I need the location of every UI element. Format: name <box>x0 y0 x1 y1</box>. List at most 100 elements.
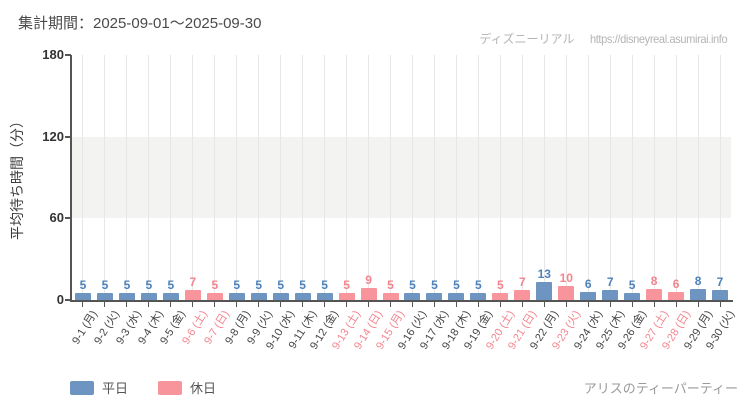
bar-value-label: 6 <box>672 276 680 291</box>
x-axis-tick <box>236 302 238 307</box>
x-axis-tick <box>214 302 216 307</box>
bar-value-label: 5 <box>123 278 131 293</box>
gridline <box>368 55 370 300</box>
gridline <box>433 55 435 300</box>
watermark-url-link[interactable]: https://disneyreal.asumirai.info <box>589 32 728 46</box>
gridline <box>126 55 128 300</box>
bar-9-12 (金) <box>316 293 333 300</box>
gridline <box>258 55 260 300</box>
bar-9-18 (木) <box>448 293 465 300</box>
shaded-band <box>72 136 731 219</box>
bar-value-label: 7 <box>189 275 197 290</box>
y-axis-title: 平均待ち時間（分） <box>9 114 25 240</box>
bar-9-29 (月) <box>690 289 707 300</box>
y-axis-tick-label: 0 <box>56 292 64 307</box>
x-axis-tick <box>280 302 282 307</box>
gridline <box>236 55 238 300</box>
bar-9-14 (日) <box>360 287 377 300</box>
gridline <box>697 55 699 300</box>
bar-value-label: 8 <box>650 274 658 289</box>
x-axis-line <box>70 300 733 302</box>
y-axis-tick <box>65 135 71 138</box>
bar-value-label: 5 <box>233 278 241 293</box>
gridline <box>543 55 545 300</box>
legend-swatch-weekday <box>70 380 94 395</box>
bar-value-label: 5 <box>167 278 175 293</box>
bar-value-label: 5 <box>453 278 460 293</box>
x-axis-tick <box>104 302 106 307</box>
bar-9-30 (火) <box>712 290 729 300</box>
gridline <box>82 55 84 300</box>
bar-9-26 (金) <box>624 293 641 300</box>
x-axis-tick <box>609 302 611 307</box>
legend-item-holiday[interactable]: 休日 <box>158 378 216 397</box>
bar-9-10 (水) <box>272 293 289 300</box>
x-axis-tick <box>455 302 457 307</box>
bar-value-label: 5 <box>145 278 153 293</box>
bar-9-8 (月) <box>228 293 245 300</box>
gridline <box>565 55 567 300</box>
x-axis-tick <box>433 302 435 307</box>
y-axis-line <box>70 55 72 302</box>
x-axis-tick <box>368 302 370 307</box>
bar-value-label: 5 <box>387 278 394 293</box>
bar-9-4 (木) <box>140 293 157 300</box>
report-period-title: 集計期間：2025-09-01～2025-09-30 <box>18 15 262 32</box>
bar-9-5 (金) <box>162 293 179 300</box>
x-axis-tick <box>258 302 260 307</box>
x-axis-tick <box>587 302 589 307</box>
gridline <box>302 55 304 300</box>
gridline <box>631 55 633 300</box>
bar-9-9 (火) <box>250 293 267 300</box>
bar-value-label: 7 <box>716 275 724 290</box>
bar-value-label: 5 <box>79 278 87 293</box>
bar-9-6 (土) <box>184 290 201 300</box>
y-axis-tick-label: 60 <box>49 210 64 226</box>
bar-9-24 (水) <box>580 291 597 300</box>
x-axis-tick <box>82 302 84 307</box>
x-axis-tick <box>719 302 721 307</box>
watermark-site-name: ディズニーリアル <box>479 32 575 46</box>
bar-9-20 (土) <box>492 293 509 300</box>
gridline <box>324 55 326 300</box>
bar-9-1 (月) <box>74 293 91 300</box>
bar-value-label: 8 <box>694 274 702 289</box>
bar-value-label: 5 <box>409 278 416 293</box>
bar-value-label: 7 <box>518 275 526 290</box>
bar-9-2 (火) <box>96 293 113 300</box>
bar-9-7 (日) <box>206 293 223 300</box>
bar-9-15 (月) <box>382 293 399 300</box>
x-axis-tick <box>302 302 304 307</box>
bar-9-22 (月) <box>536 282 553 300</box>
gridline <box>609 55 611 300</box>
x-axis-tick <box>411 302 413 307</box>
bar-value-label: 7 <box>606 275 614 290</box>
bar-9-23 (火) <box>558 286 575 300</box>
watermark: ディズニーリアル https://disneyreal.asumirai.inf… <box>479 30 727 47</box>
bar-9-16 (火) <box>404 293 421 300</box>
x-axis-tick <box>675 302 677 307</box>
gridline <box>280 55 282 300</box>
y-axis-tick <box>65 54 71 56</box>
x-axis-tick <box>565 302 567 307</box>
legend-label-weekday: 平日 <box>102 381 129 396</box>
bar-value-label: 5 <box>101 278 109 293</box>
bar-value-label: 5 <box>431 278 438 293</box>
bar-value-label: 5 <box>321 278 328 293</box>
gridline <box>675 55 677 300</box>
bar-9-25 (木) <box>602 290 619 300</box>
x-axis-tick <box>390 302 392 307</box>
bar-value-label: 9 <box>365 272 372 287</box>
x-axis-tick <box>521 302 523 307</box>
bar-value-label: 5 <box>255 278 263 293</box>
bar-value-label: 5 <box>343 278 350 293</box>
bar-9-28 (日) <box>668 291 685 300</box>
x-axis-tick <box>324 302 326 307</box>
gridline <box>477 55 479 300</box>
gridline <box>390 55 392 300</box>
x-axis-tick <box>653 302 655 307</box>
legend-item-weekday[interactable]: 平日 <box>70 378 128 397</box>
gridline <box>587 55 589 300</box>
gridline <box>104 55 106 300</box>
